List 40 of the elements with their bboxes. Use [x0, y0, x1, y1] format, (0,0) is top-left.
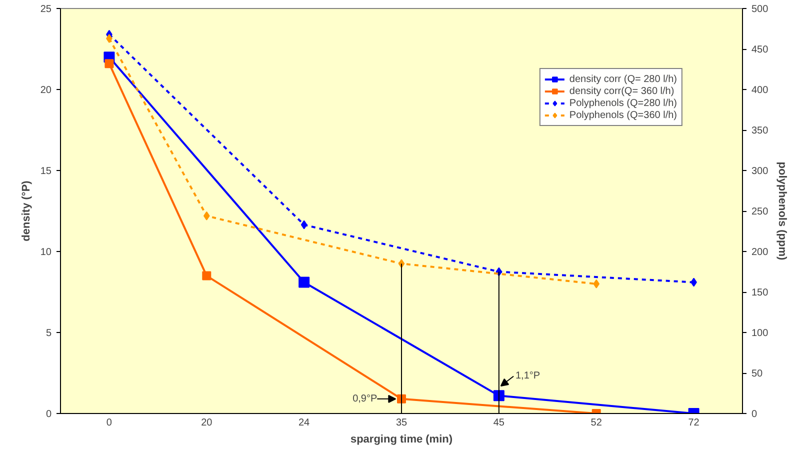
- x-tick-label: 45: [493, 418, 505, 428]
- x-tick-label: 20: [201, 418, 213, 428]
- y-tick-label: 10: [40, 247, 52, 258]
- point: [298, 276, 310, 288]
- y2-tick-label: 100: [752, 328, 769, 339]
- point: [104, 59, 114, 68]
- y2-tick-label: 500: [752, 4, 769, 15]
- x-tick-label: 0: [106, 418, 112, 428]
- x-axis-title: sparging time (min): [350, 434, 453, 446]
- y-tick-label: 0: [46, 409, 52, 420]
- point: [203, 211, 210, 220]
- point: [300, 220, 308, 230]
- y-tick-label: 5: [46, 328, 52, 339]
- y-axis-title: density (°P): [20, 180, 32, 242]
- y2-tick-label: 150: [752, 288, 769, 298]
- legend-label: density corr(Q= 360 l/h): [569, 85, 674, 97]
- point: [593, 279, 600, 288]
- x-tick-label: 72: [688, 418, 700, 428]
- y2-axis-title: polyphenols (ppm): [776, 162, 788, 261]
- x-tick-label: 24: [298, 418, 310, 428]
- x-tick-label: 35: [396, 418, 408, 428]
- y2-tick-label: 250: [752, 206, 769, 218]
- y-tick-label: 20: [40, 85, 52, 96]
- legend-label: Polyphenols (Q=280 l/h): [569, 97, 677, 109]
- legend-label: density corr (Q= 280 l/h): [569, 73, 677, 85]
- y2-tick-label: 200: [752, 247, 769, 258]
- annotation: 0,9°P: [352, 393, 378, 404]
- y2-tick-label: 400: [752, 85, 769, 96]
- annotation: 1,1°P: [515, 370, 540, 382]
- x-tick-label: 52: [590, 418, 602, 428]
- y2-tick-label: 50: [752, 368, 764, 380]
- y2-tick-label: 0: [752, 409, 758, 420]
- y2-tick-label: 300: [752, 166, 769, 177]
- point: [202, 271, 212, 280]
- y2-tick-label: 450: [752, 44, 769, 56]
- y-tick-label: 25: [40, 4, 52, 15]
- y2-tick-label: 350: [752, 126, 769, 136]
- legend-label: Polyphenols (Q=360 l/h): [569, 109, 677, 121]
- point: [493, 390, 504, 402]
- y-tick-label: 15: [40, 166, 52, 177]
